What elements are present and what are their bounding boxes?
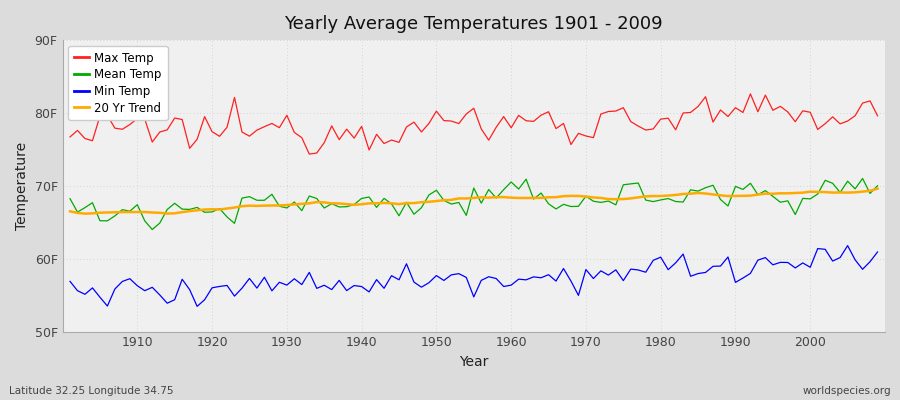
Text: Latitude 32.25 Longitude 34.75: Latitude 32.25 Longitude 34.75 — [9, 386, 174, 396]
Y-axis label: Temperature: Temperature — [15, 142, 29, 230]
Text: worldspecies.org: worldspecies.org — [803, 386, 891, 396]
X-axis label: Year: Year — [459, 355, 489, 369]
Title: Yearly Average Temperatures 1901 - 2009: Yearly Average Temperatures 1901 - 2009 — [284, 15, 663, 33]
Legend: Max Temp, Mean Temp, Min Temp, 20 Yr Trend: Max Temp, Mean Temp, Min Temp, 20 Yr Tre… — [68, 46, 167, 120]
